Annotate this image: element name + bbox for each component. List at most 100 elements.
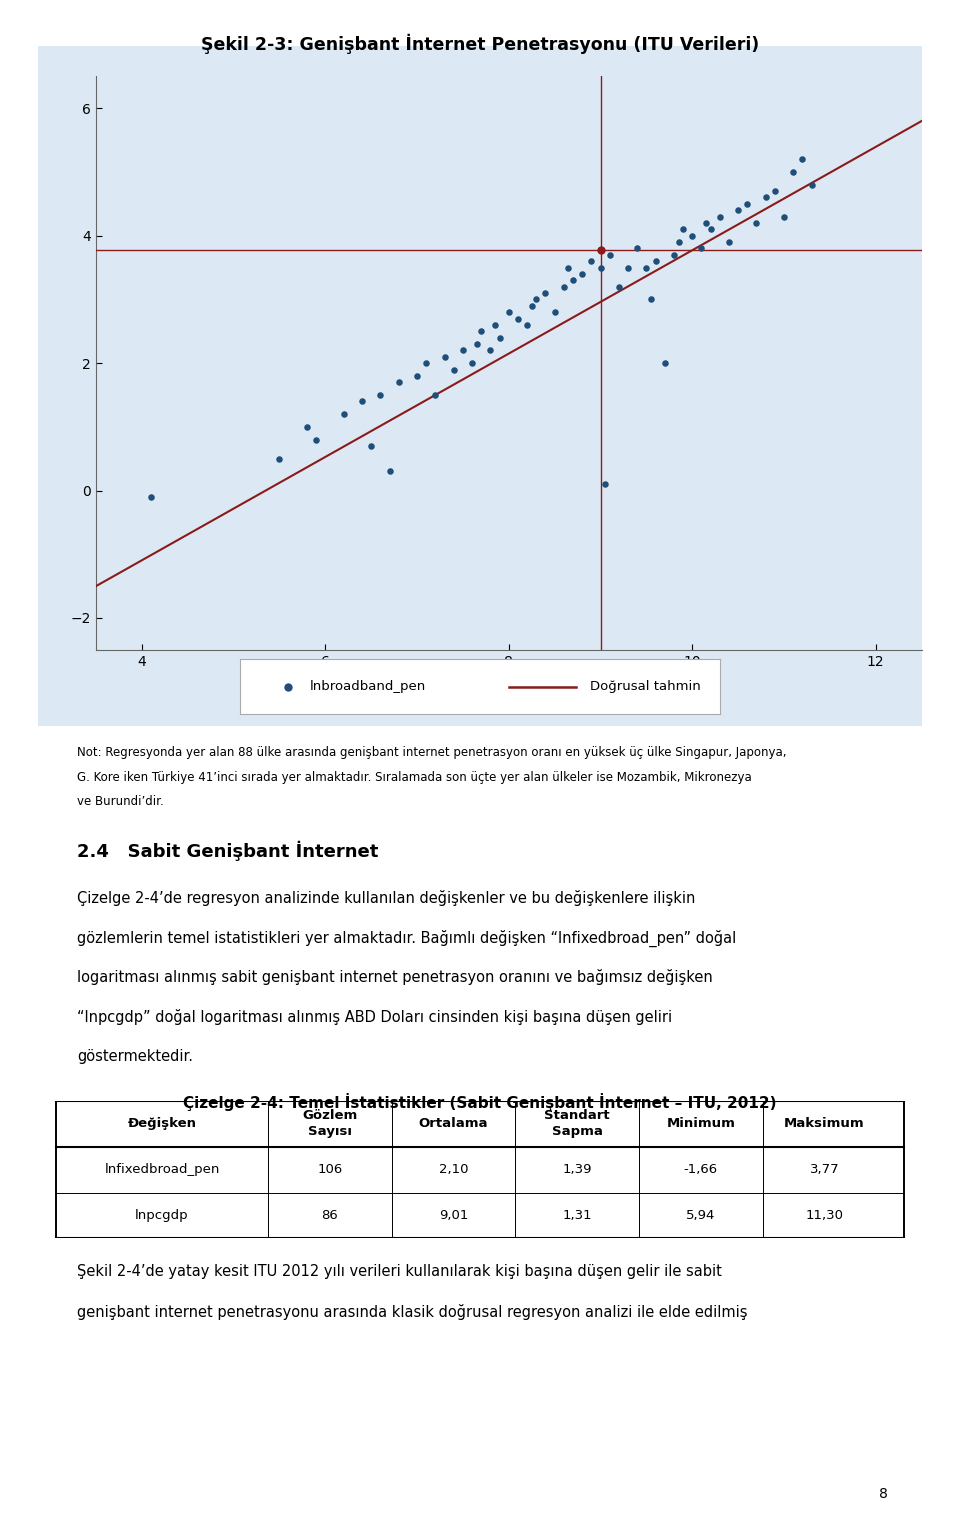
Point <box>594 239 610 263</box>
Point <box>698 211 713 235</box>
Text: 8: 8 <box>878 1488 888 1501</box>
Point <box>671 229 686 254</box>
Point <box>785 161 801 185</box>
Point <box>648 249 663 274</box>
Point <box>749 211 764 235</box>
Point <box>593 255 609 280</box>
Text: 106: 106 <box>317 1164 343 1176</box>
Point <box>721 229 736 254</box>
Text: 2.4   Sabit Genişbant İnternet: 2.4 Sabit Genişbant İnternet <box>77 841 378 861</box>
Point <box>492 326 507 350</box>
Point <box>584 249 599 274</box>
Point <box>739 191 755 216</box>
Point <box>620 255 636 280</box>
Text: Not: Regresyonda yer alan 88 ülke arasında genişbant internet penetrasyon oranı : Not: Regresyonda yer alan 88 ülke arasın… <box>77 746 786 760</box>
Text: lnpcgdp: lnpcgdp <box>135 1209 189 1222</box>
Point <box>694 235 709 260</box>
Point <box>538 281 553 306</box>
Text: 1,31: 1,31 <box>563 1209 592 1222</box>
Text: Đeğişken: Đeğişken <box>128 1118 197 1130</box>
Text: “lnpcgdp” doğal logaritması alınmış ABD Doları cinsinden kişi başına düşen gelir: “lnpcgdp” doğal logaritması alınmış ABD … <box>77 1009 672 1024</box>
Text: 1,39: 1,39 <box>563 1164 592 1176</box>
Point <box>676 217 691 242</box>
Point <box>684 223 700 248</box>
Text: logaritması alınmış sabit genişbant internet penetrasyon oranını ve bağımsız değ: logaritması alınmış sabit genişbant inte… <box>77 969 712 985</box>
Text: göstermektedir.: göstermektedir. <box>77 1049 193 1064</box>
Point <box>501 300 516 324</box>
Point <box>473 320 489 344</box>
Point <box>488 313 503 338</box>
Text: Gözlem
Sayısı: Gözlem Sayısı <box>302 1110 357 1138</box>
Point <box>731 199 746 223</box>
Point <box>419 350 434 375</box>
Text: Çizelge 2-4: Temel İstatistikler (Sabit Genişbant İnternet – ITU, 2012): Çizelge 2-4: Temel İstatistikler (Sabit … <box>183 1093 777 1112</box>
Point <box>428 382 444 407</box>
Point <box>602 243 617 268</box>
Point <box>300 414 315 439</box>
Text: 5,94: 5,94 <box>686 1209 715 1222</box>
Point <box>455 338 470 362</box>
Point <box>143 485 158 509</box>
Text: lnbroadband_pen: lnbroadband_pen <box>309 680 426 693</box>
Text: Doğrusal tahmin: Doğrusal tahmin <box>590 680 701 693</box>
Point <box>804 173 819 197</box>
Point <box>529 287 544 312</box>
Text: Şekil 2-3: Genişbant İnternet Penetrasyonu (ITU Verileri): Şekil 2-3: Genişbant İnternet Penetrasyo… <box>201 34 759 54</box>
Point <box>643 287 659 312</box>
Point <box>795 147 810 171</box>
Text: G. Kore iken Türkiye 41’inci sırada yer almaktadır. Sıralamada son üçte yer alan: G. Kore iken Türkiye 41’inci sırada yer … <box>77 771 752 784</box>
FancyBboxPatch shape <box>56 1101 904 1238</box>
Point <box>524 294 540 318</box>
Text: Şekil 2-4’de yatay kesit ITU 2012 yılı verileri kullanılarak kişi başına düşen g: Şekil 2-4’de yatay kesit ITU 2012 yılı v… <box>77 1264 722 1280</box>
Point <box>483 338 498 362</box>
Point <box>758 185 774 209</box>
Text: 11,30: 11,30 <box>805 1209 844 1222</box>
Text: 2,10: 2,10 <box>439 1164 468 1176</box>
Text: Çizelge 2-4’de regresyon analizinde kullanılan değişkenler ve bu değişkenlere il: Çizelge 2-4’de regresyon analizinde kull… <box>77 890 695 905</box>
Point <box>391 370 406 394</box>
Point <box>630 235 645 260</box>
Text: 86: 86 <box>322 1209 338 1222</box>
Point <box>354 390 370 414</box>
Point <box>547 300 563 324</box>
Point <box>638 255 654 280</box>
Point <box>280 674 296 699</box>
Point <box>308 427 324 453</box>
Point <box>519 313 535 338</box>
Text: Ortalama: Ortalama <box>419 1118 489 1130</box>
Point <box>556 275 571 300</box>
Point <box>777 205 792 229</box>
Point <box>469 332 485 356</box>
Point <box>364 434 379 459</box>
Point <box>409 364 424 388</box>
Point <box>767 179 782 203</box>
Point <box>272 446 287 471</box>
Text: genişbant internet penetrasyonu arasında klasik doğrusal regresyon analizi ile e: genişbant internet penetrasyonu arasında… <box>77 1304 747 1320</box>
Point <box>597 472 612 497</box>
Text: 9,01: 9,01 <box>439 1209 468 1222</box>
Point <box>666 243 682 268</box>
Point <box>372 382 388 407</box>
Text: 3,77: 3,77 <box>809 1164 839 1176</box>
Point <box>336 402 351 427</box>
Point <box>446 358 462 382</box>
Text: gözlemlerin temel istatistikleri yer almaktadır. Bağımlı değişken “lnfixedbroad_: gözlemlerin temel istatistikleri yer alm… <box>77 930 736 946</box>
Text: lnfixedbroad_pen: lnfixedbroad_pen <box>105 1164 220 1176</box>
Point <box>612 275 627 300</box>
Point <box>465 350 480 375</box>
Text: Maksimum: Maksimum <box>784 1118 865 1130</box>
Point <box>574 261 589 286</box>
Point <box>565 268 581 292</box>
Point <box>703 217 718 242</box>
Point <box>712 205 728 229</box>
Text: Standart
Sapma: Standart Sapma <box>544 1110 610 1138</box>
Text: -1,66: -1,66 <box>684 1164 718 1176</box>
Point <box>511 306 526 330</box>
Text: ve Burundi’dir.: ve Burundi’dir. <box>77 795 163 809</box>
Point <box>561 255 576 280</box>
Point <box>657 350 672 375</box>
Point <box>382 459 397 483</box>
X-axis label: lnpcgdp: lnpcgdp <box>478 677 540 693</box>
Point <box>437 344 452 368</box>
Text: Minimum: Minimum <box>666 1118 735 1130</box>
